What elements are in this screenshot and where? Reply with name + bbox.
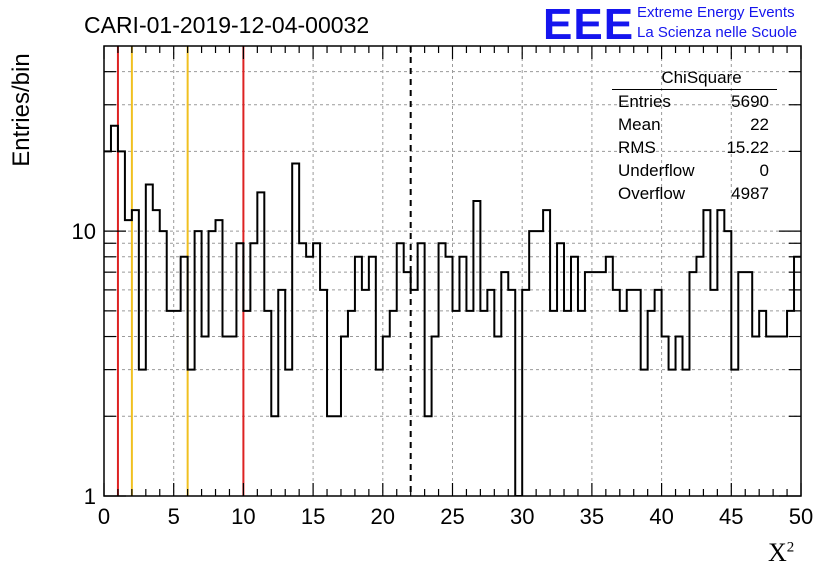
stats-value: 15.22 [726, 138, 769, 157]
x-tick-label: 5 [168, 504, 180, 529]
stats-row: RMS 15.22 [612, 138, 777, 161]
x-tick-label: 10 [231, 504, 255, 529]
y-tick-label: 1 [84, 484, 96, 509]
x-axis-label: X2 [768, 538, 795, 567]
stats-value: 0 [759, 161, 769, 180]
stats-label: Overflow [618, 184, 686, 203]
stats-row: Underflow 0 [612, 161, 777, 184]
stats-title: ChiSquare [661, 68, 742, 87]
y-axis-label: Entries/bin [8, 53, 35, 167]
x-tick-label: 40 [649, 504, 673, 529]
x-tick-label: 50 [789, 504, 813, 529]
stats-row: Mean 22 [612, 115, 777, 138]
x-tick-label: 45 [719, 504, 743, 529]
stats-box: ChiSquare Entries 5690 Mean 22 RMS 15.22… [612, 68, 777, 207]
stats-label: Entries [618, 92, 671, 111]
x-tick-label: 15 [301, 504, 325, 529]
logo-line-1: Extreme Energy Events [637, 4, 795, 21]
stats-value: 5690 [731, 92, 769, 111]
x-tick-label: 0 [98, 504, 110, 529]
stats-value: 22 [750, 115, 769, 134]
stats-row: Entries 5690 [612, 92, 777, 115]
stats-row: Overflow 4987 [612, 184, 777, 207]
x-tick-label: 20 [371, 504, 395, 529]
axis-ticks [103, 46, 802, 497]
stats-label: Mean [618, 115, 661, 134]
y-tick-label: 10 [72, 219, 96, 244]
stats-value: 4987 [731, 184, 769, 203]
stats-label: RMS [618, 138, 656, 157]
eee-logo: EEE [543, 0, 635, 49]
tick-labels: 0 5 10 15 20 25 30 35 40 45 50 1 10 [72, 219, 814, 529]
x-tick-label: 30 [510, 504, 534, 529]
histogram-outline [104, 124, 801, 496]
x-tick-label: 25 [440, 504, 464, 529]
logo-line-2: La Scienza nelle Scuole [637, 24, 798, 41]
chart-title: CARI-01-2019-12-04-00032 [84, 12, 370, 38]
stats-divider [612, 89, 777, 90]
stats-label: Underflow [618, 161, 695, 180]
x-tick-label: 35 [580, 504, 604, 529]
